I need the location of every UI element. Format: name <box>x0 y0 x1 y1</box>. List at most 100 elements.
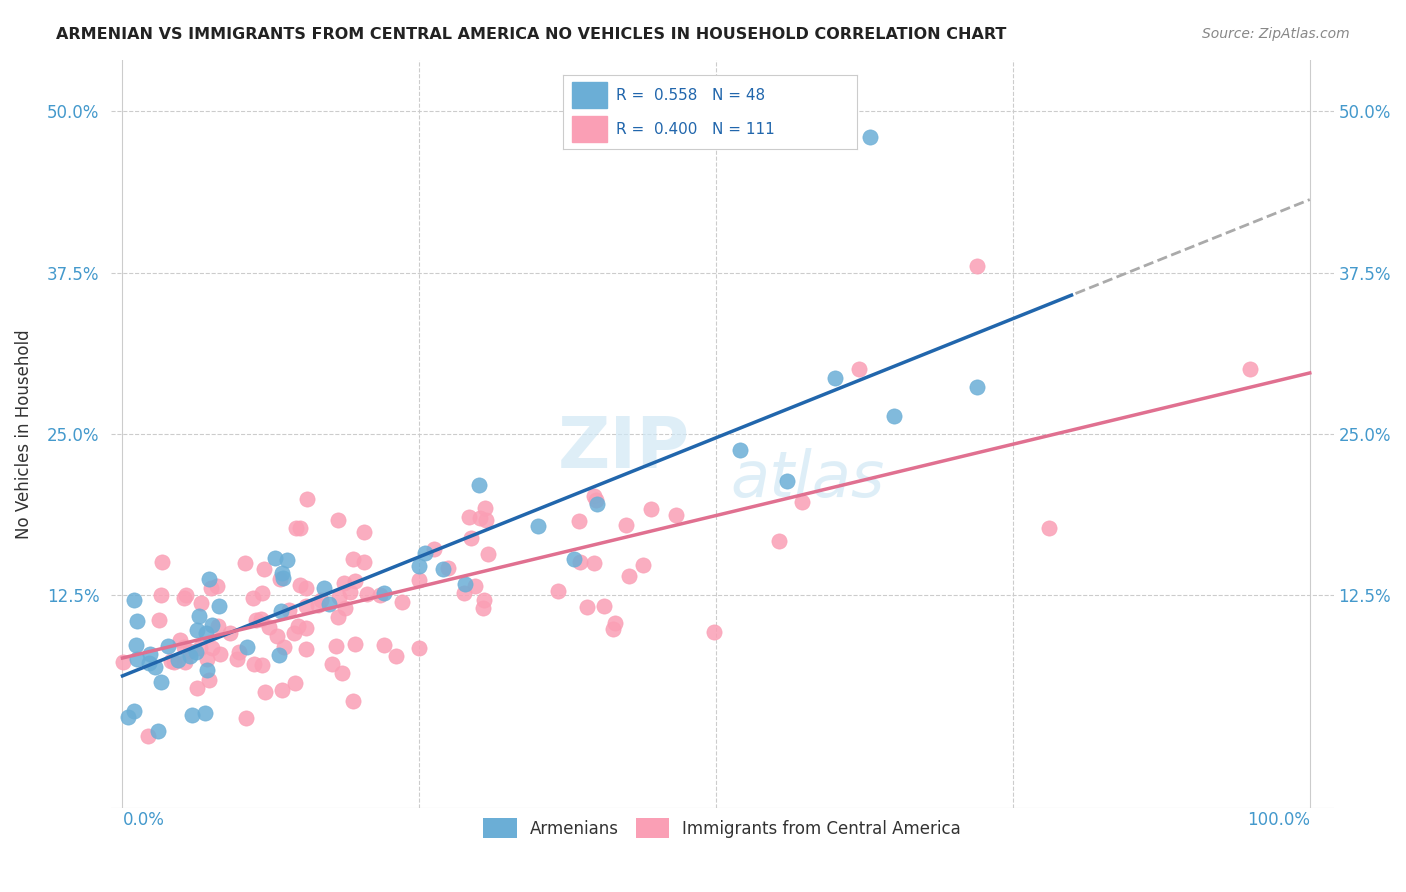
Point <box>527 519 550 533</box>
Point <box>287 619 309 633</box>
Point <box>236 640 259 654</box>
Point <box>575 600 598 615</box>
Point <box>188 608 211 623</box>
Point <box>547 584 569 599</box>
Point <box>277 603 299 617</box>
Point <box>269 572 291 586</box>
Point <box>326 513 349 527</box>
Point <box>468 511 491 525</box>
Point <box>848 362 870 376</box>
Point <box>408 640 430 655</box>
Point <box>195 663 218 677</box>
Point <box>453 585 475 599</box>
Point <box>408 573 430 587</box>
Point <box>173 591 195 606</box>
Point <box>197 673 219 688</box>
Point <box>271 683 294 698</box>
Point <box>562 552 585 566</box>
Point <box>200 581 222 595</box>
Point <box>385 649 408 664</box>
Point <box>250 585 273 599</box>
Point <box>149 674 172 689</box>
Point <box>253 562 276 576</box>
Point <box>477 547 499 561</box>
Point <box>188 640 211 655</box>
Point <box>174 588 197 602</box>
Point <box>254 684 277 698</box>
Point <box>242 591 264 605</box>
Point <box>139 647 162 661</box>
Point <box>342 552 364 566</box>
Point <box>373 638 395 652</box>
Point <box>201 618 224 632</box>
Point <box>464 579 486 593</box>
Point <box>267 648 290 663</box>
Point <box>263 551 285 566</box>
Point <box>276 553 298 567</box>
Point <box>294 581 316 595</box>
Legend: Armenians, Immigrants from Central America: Armenians, Immigrants from Central Ameri… <box>477 812 967 845</box>
Point <box>242 657 264 671</box>
Point <box>353 524 375 539</box>
Point <box>295 621 318 635</box>
Point <box>966 259 988 273</box>
Point <box>792 494 814 508</box>
Point <box>143 660 166 674</box>
Point <box>582 557 605 571</box>
Point <box>226 651 249 665</box>
Point <box>245 613 267 627</box>
Text: atlas: atlas <box>731 448 884 510</box>
Point <box>284 676 307 690</box>
Point <box>413 546 436 560</box>
Point <box>156 639 179 653</box>
Point <box>423 542 446 557</box>
Point <box>333 576 356 591</box>
Point <box>859 130 882 145</box>
Point <box>186 623 208 637</box>
Point <box>194 626 217 640</box>
Point <box>728 443 751 458</box>
Point <box>408 559 430 574</box>
Point <box>703 625 725 640</box>
Point <box>312 581 335 595</box>
Point <box>167 653 190 667</box>
Point <box>233 556 256 570</box>
Point <box>309 593 332 607</box>
Point <box>330 665 353 680</box>
Point <box>283 626 305 640</box>
Point <box>640 502 662 516</box>
Point <box>250 612 273 626</box>
Y-axis label: No Vehicles in Household: No Vehicles in Household <box>15 329 32 539</box>
Point <box>619 569 641 583</box>
Point <box>250 657 273 672</box>
Point <box>605 616 627 631</box>
Point <box>186 645 208 659</box>
Point <box>568 555 591 569</box>
Point <box>207 618 229 632</box>
Point <box>339 584 361 599</box>
Point <box>235 711 257 725</box>
Point <box>195 652 218 666</box>
Point <box>125 615 148 629</box>
Point <box>148 613 170 627</box>
Point <box>586 497 609 511</box>
Point <box>824 370 846 384</box>
Point <box>436 561 458 575</box>
Point <box>290 578 312 592</box>
Point <box>190 596 212 610</box>
Point <box>194 706 217 721</box>
Point <box>457 510 479 524</box>
Point <box>208 599 231 614</box>
Point <box>665 508 688 523</box>
Point <box>342 694 364 708</box>
Point <box>353 556 375 570</box>
Point <box>179 644 201 658</box>
Point <box>271 566 294 580</box>
Point <box>201 641 224 656</box>
Point <box>356 587 378 601</box>
Point <box>266 629 288 643</box>
Point <box>127 652 149 666</box>
Point <box>472 593 495 607</box>
Point <box>328 591 350 605</box>
Point <box>160 654 183 668</box>
